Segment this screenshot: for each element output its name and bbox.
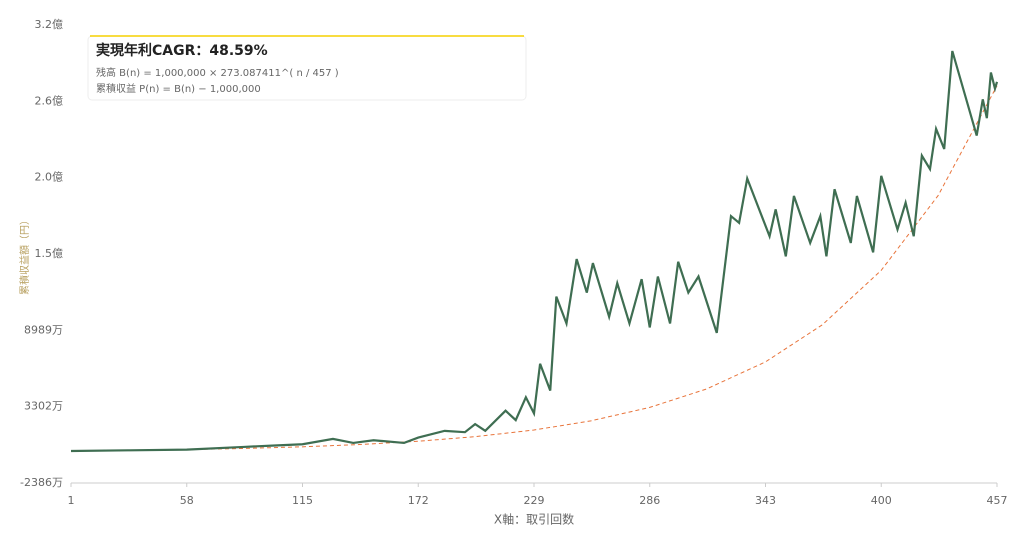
- cagr-text: 実現年利CAGR：48.59%: [96, 42, 268, 59]
- x-tick-label: 229: [524, 494, 545, 507]
- x-tick-label: 115: [292, 494, 313, 507]
- series-line: [70, 85, 998, 452]
- y-tick-label: 3302万: [24, 400, 63, 413]
- x-tick-label: 457: [987, 494, 1008, 507]
- x-tick-label: 1: [68, 494, 75, 507]
- x-tick-label: 400: [871, 494, 892, 507]
- y-axis-label: 累積収益額（円）: [18, 215, 31, 295]
- x-tick-label: 58: [180, 494, 194, 507]
- y-tick-label: 8989万: [24, 323, 63, 336]
- formula-text: 残高 B(n) = 1,000,000 × 273.087411^( n / 4…: [96, 66, 339, 79]
- y-tick-label: -2386万: [20, 476, 63, 489]
- x-tick-label: 286: [639, 494, 660, 507]
- y-tick-label: 2.6億: [35, 94, 64, 107]
- formula-text: 累積収益 P(n) = B(n) − 1,000,000: [96, 82, 261, 95]
- series-line: [70, 50, 999, 453]
- x-axis-label: X軸：取引回数: [494, 512, 574, 527]
- y-tick-label: 1.5億: [35, 247, 64, 260]
- y-tick-label: 2.0億: [35, 171, 64, 184]
- x-tick-label: 172: [408, 494, 429, 507]
- x-tick-label: 343: [755, 494, 776, 507]
- y-tick-label: 3.2億: [35, 18, 64, 31]
